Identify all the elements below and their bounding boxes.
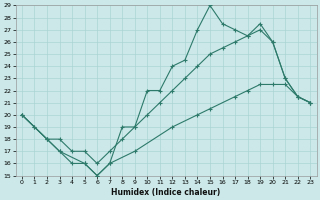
X-axis label: Humidex (Indice chaleur): Humidex (Indice chaleur) bbox=[111, 188, 221, 197]
